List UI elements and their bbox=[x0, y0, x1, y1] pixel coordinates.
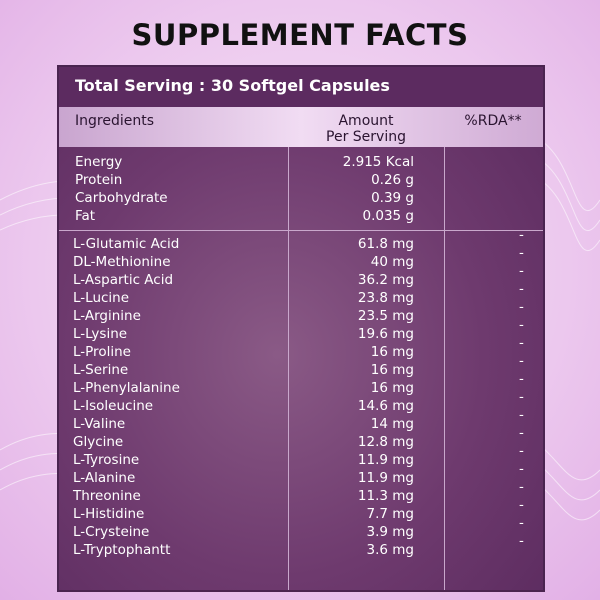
column-header bbox=[59, 107, 543, 147]
rda: - bbox=[519, 407, 524, 423]
amount: 23.5 mg bbox=[357, 308, 414, 324]
amount: 36.2 mg bbox=[357, 272, 414, 288]
rda: - bbox=[519, 335, 524, 351]
rda: - bbox=[519, 245, 524, 261]
ingredient: L-Isoleucine bbox=[73, 398, 154, 414]
ingredient: Energy bbox=[75, 154, 123, 170]
amount: 0.035 g bbox=[362, 208, 414, 224]
ingredient: Threonine bbox=[73, 488, 141, 504]
ingredient: L-Valine bbox=[73, 416, 126, 432]
rda: - bbox=[519, 317, 524, 333]
amount: 3.9 mg bbox=[366, 524, 414, 540]
ingredient: L-Aspartic Acid bbox=[73, 272, 174, 288]
ingredient: L-Histidine bbox=[73, 506, 145, 522]
amount: 2.915 Kcal bbox=[342, 154, 414, 170]
amount: 16 mg bbox=[370, 380, 414, 396]
ingredient: L-Phenylalanine bbox=[73, 380, 180, 396]
section-divider bbox=[59, 230, 543, 231]
column-divider bbox=[444, 147, 445, 590]
rda: - bbox=[519, 389, 524, 405]
facts-table: Total Serving : 30 Softgel Capsules Ingre… bbox=[57, 65, 545, 592]
amount: 40 mg bbox=[370, 254, 414, 270]
rda: - bbox=[519, 479, 524, 495]
rda: - bbox=[519, 515, 524, 531]
amount: 7.7 mg bbox=[366, 506, 414, 522]
ingredient: L-Lysine bbox=[73, 326, 128, 342]
rda: - bbox=[519, 425, 524, 441]
column-header: %RDA** bbox=[464, 113, 522, 129]
ingredient: L-Alanine bbox=[73, 470, 136, 486]
column-header: Ingredients bbox=[75, 113, 154, 129]
amount: 11.3 mg bbox=[357, 488, 414, 504]
amount: 3.6 mg bbox=[366, 542, 414, 558]
rda: - bbox=[519, 443, 524, 459]
rda: - bbox=[519, 227, 524, 243]
ingredient: DL-Methionine bbox=[73, 254, 171, 270]
ingredient: L-Proline bbox=[73, 344, 131, 360]
ingredient: Fat bbox=[75, 208, 96, 224]
rda: - bbox=[519, 281, 524, 297]
amount: 11.9 mg bbox=[357, 452, 414, 468]
ingredient: L-Serine bbox=[73, 362, 129, 378]
rda: - bbox=[519, 533, 524, 549]
column-divider bbox=[288, 147, 289, 590]
ingredient: L-Arginine bbox=[73, 308, 141, 324]
amount: 11.9 mg bbox=[357, 470, 414, 486]
rda: - bbox=[519, 299, 524, 315]
amount: 16 mg bbox=[370, 344, 414, 360]
rda: - bbox=[519, 461, 524, 477]
amount: 16 mg bbox=[370, 362, 414, 378]
ingredient: L-Tyrosine bbox=[73, 452, 140, 468]
amount: 0.39 g bbox=[371, 190, 414, 206]
ingredient: L-Glutamic Acid bbox=[73, 236, 180, 252]
rda: - bbox=[519, 353, 524, 369]
ingredient: Glycine bbox=[73, 434, 124, 450]
ingredient: Protein bbox=[75, 172, 123, 188]
rda: - bbox=[519, 263, 524, 279]
amount: 14.6 mg bbox=[357, 398, 414, 414]
amount: 12.8 mg bbox=[357, 434, 414, 450]
serving: Total Serving : 30 Softgel Capsules bbox=[75, 76, 390, 95]
ingredient: L-Tryptophantt bbox=[73, 542, 171, 558]
ingredient: Carbohydrate bbox=[75, 190, 168, 206]
title: SUPPLEMENT FACTS bbox=[131, 18, 469, 52]
amount: 14 mg bbox=[370, 416, 414, 432]
amount: 61.8 mg bbox=[357, 236, 414, 252]
amount: 19.6 mg bbox=[357, 326, 414, 342]
amount: 23.8 mg bbox=[357, 290, 414, 306]
rda: - bbox=[519, 497, 524, 513]
rda: - bbox=[519, 371, 524, 387]
ingredient: L-Crysteine bbox=[73, 524, 150, 540]
amount: 0.26 g bbox=[371, 172, 414, 188]
ingredient: L-Lucine bbox=[73, 290, 130, 306]
serving-bar bbox=[59, 67, 543, 107]
column-header: Amount Per Serving bbox=[326, 113, 406, 145]
